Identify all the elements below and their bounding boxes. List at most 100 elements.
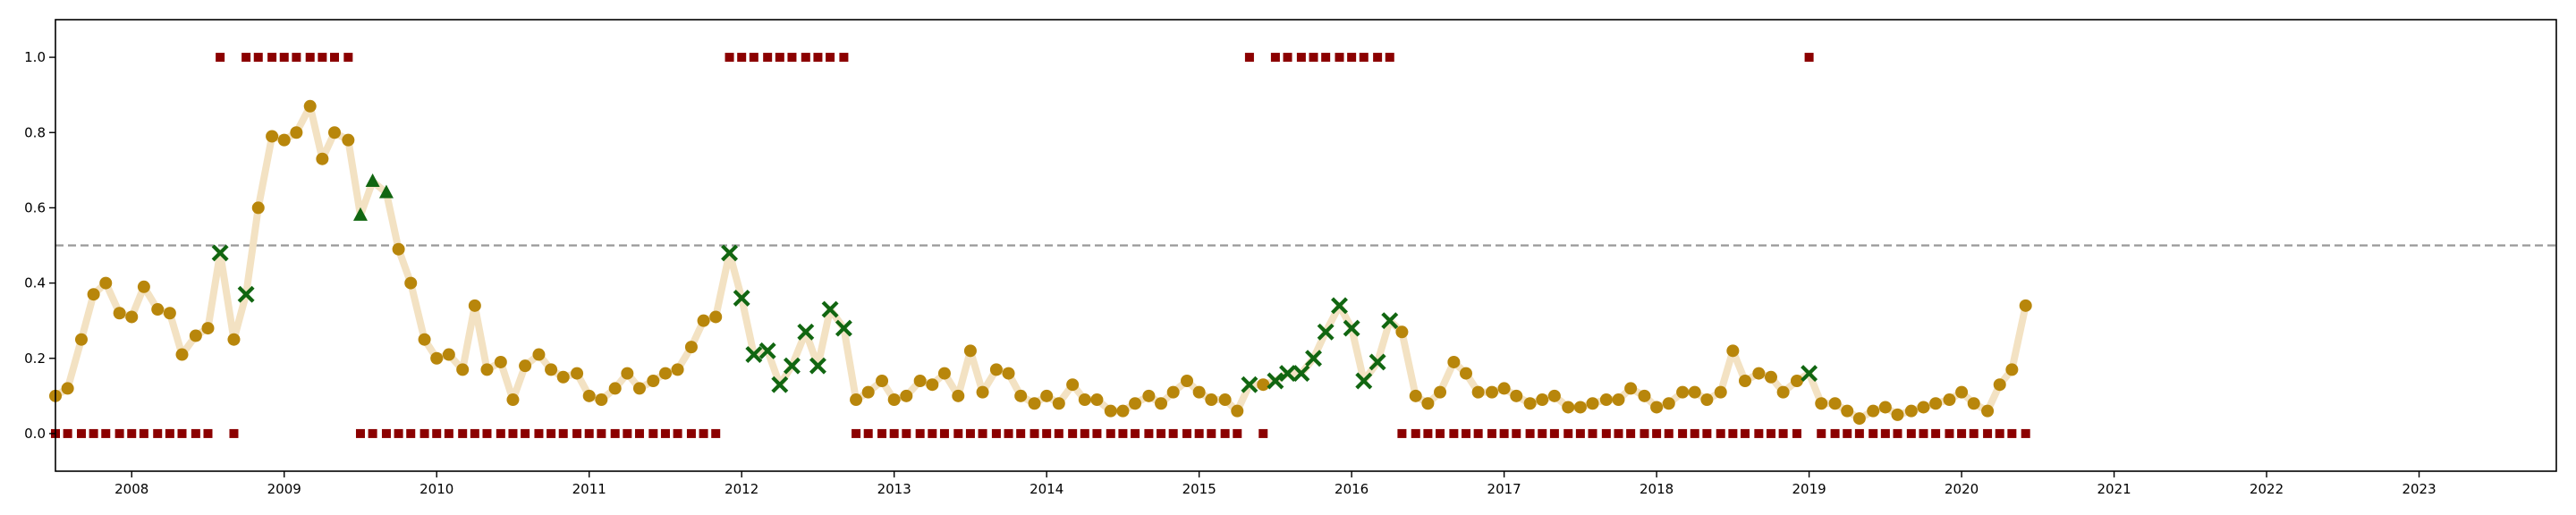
square-marker xyxy=(534,428,544,438)
circle-marker xyxy=(1752,367,1766,380)
square-marker xyxy=(521,428,530,438)
square-marker xyxy=(355,428,365,438)
square-marker xyxy=(1054,428,1063,438)
square-marker xyxy=(482,428,492,438)
square-marker xyxy=(63,428,72,438)
square-marker xyxy=(1893,428,1902,438)
square-marker xyxy=(406,428,416,438)
square-marker xyxy=(1678,428,1688,438)
y-tick-label: 0.6 xyxy=(24,199,46,215)
cross-marker xyxy=(821,300,839,318)
square-marker xyxy=(928,428,937,438)
circle-marker xyxy=(1028,397,1041,410)
square-marker xyxy=(1436,428,1445,438)
square-marker xyxy=(1118,428,1128,438)
square-marker xyxy=(902,428,911,438)
circle-marker xyxy=(1815,397,1828,410)
square-marker xyxy=(139,428,148,438)
square-marker xyxy=(1385,53,1394,63)
x-tick-label: 2023 xyxy=(2402,481,2436,497)
square-marker xyxy=(1030,428,1039,438)
square-marker xyxy=(1296,53,1306,63)
square-marker xyxy=(852,428,861,438)
square-marker xyxy=(889,428,899,438)
circle-marker xyxy=(1066,378,1080,392)
circle-marker xyxy=(404,276,418,290)
square-marker xyxy=(991,428,1001,438)
square-marker xyxy=(610,428,620,438)
square-marker xyxy=(558,428,568,438)
circle-marker xyxy=(1904,404,1918,418)
circle-marker xyxy=(1040,389,1054,402)
cross-marker xyxy=(835,319,852,337)
square-marker xyxy=(318,53,327,63)
square-marker xyxy=(1525,428,1535,438)
square-marker xyxy=(1626,428,1636,438)
square-marker xyxy=(660,428,670,438)
circle-marker xyxy=(1155,397,1168,410)
square-marker xyxy=(1347,53,1357,63)
circle-marker xyxy=(1599,393,1613,407)
square-marker xyxy=(1473,428,1483,438)
cross-marker xyxy=(1305,350,1322,367)
plot-frame xyxy=(55,19,2557,472)
square-marker xyxy=(1868,428,1878,438)
circle-marker xyxy=(1586,397,1599,410)
circle-marker xyxy=(1764,370,1777,384)
square-marker xyxy=(711,428,721,438)
circle-marker xyxy=(1523,397,1537,410)
square-marker xyxy=(1702,428,1712,438)
circle-marker xyxy=(1638,389,1651,402)
circle-marker xyxy=(876,375,889,387)
square-marker xyxy=(813,53,823,63)
square-marker xyxy=(1068,428,1078,438)
circle-marker xyxy=(545,363,558,376)
square-marker xyxy=(1588,428,1597,438)
cross-marker xyxy=(1343,319,1360,337)
circle-marker xyxy=(1828,397,1842,410)
square-marker xyxy=(1512,428,1521,438)
square-marker xyxy=(1283,53,1292,63)
circle-marker xyxy=(1116,404,1130,418)
circle-marker xyxy=(1612,393,1625,407)
circle-marker xyxy=(456,363,470,376)
square-marker xyxy=(915,428,925,438)
circle-marker xyxy=(595,393,608,407)
square-marker xyxy=(686,428,696,438)
square-marker xyxy=(978,428,987,438)
series-layer xyxy=(49,53,2032,438)
circle-marker xyxy=(937,367,951,380)
square-marker xyxy=(1754,428,1764,438)
square-marker xyxy=(775,53,784,63)
square-marker xyxy=(1423,428,1433,438)
square-marker xyxy=(216,53,225,63)
circle-marker xyxy=(1852,412,1866,426)
circle-marker xyxy=(1676,385,1690,399)
circle-marker xyxy=(392,242,405,256)
y-tick-label: 0.8 xyxy=(24,124,46,140)
circle-marker xyxy=(468,299,481,312)
circle-marker xyxy=(1485,385,1498,399)
square-marker xyxy=(229,428,239,438)
circle-marker xyxy=(1776,385,1790,399)
square-marker xyxy=(381,428,391,438)
circle-marker xyxy=(1471,385,1485,399)
square-marker xyxy=(1652,428,1662,438)
square-marker xyxy=(1563,428,1573,438)
circle-marker xyxy=(113,307,126,320)
circle-marker xyxy=(418,333,431,346)
circle-marker xyxy=(61,382,74,395)
circle-marker xyxy=(1955,385,1969,399)
circle-marker xyxy=(887,393,901,407)
circle-marker xyxy=(900,389,913,402)
cross-marker xyxy=(745,346,763,364)
square-marker xyxy=(1804,53,1814,63)
square-marker xyxy=(1843,428,1852,438)
circle-marker xyxy=(1181,375,1194,387)
circle-marker xyxy=(99,276,113,290)
square-marker xyxy=(2021,428,2030,438)
circle-marker xyxy=(151,303,165,317)
square-marker xyxy=(787,53,797,63)
